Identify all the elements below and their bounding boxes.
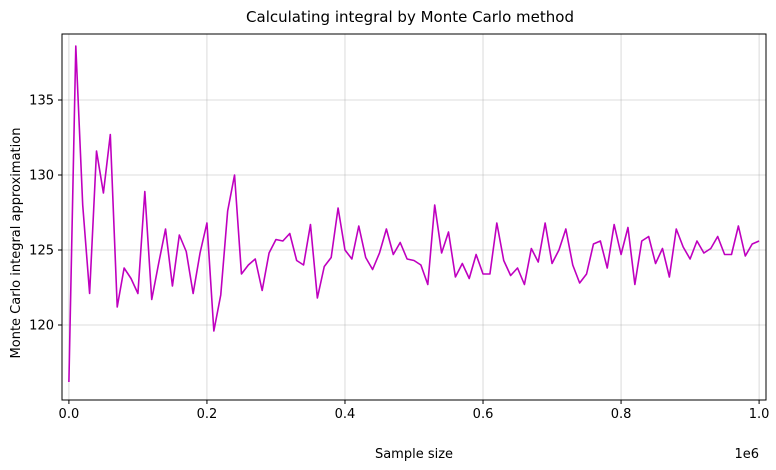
x-tick-label: 1.0: [749, 407, 770, 422]
y-tick-label: 130: [29, 169, 54, 184]
x-tick-label: 0.8: [611, 407, 632, 422]
x-tick-label: 0.6: [473, 407, 494, 422]
series-line: [68, 45, 760, 383]
chart-title: Calculating integral by Monte Carlo meth…: [246, 8, 574, 26]
plot-frame: [61, 33, 767, 401]
x-axis-label: Sample size: [375, 447, 453, 462]
y-tick-label: 120: [29, 319, 54, 334]
y-tick-label: 125: [29, 244, 54, 259]
y-axis-label: Monte Carlo integral approximation: [9, 128, 24, 359]
y-axis-ticks: 120 125 130 135: [29, 94, 62, 334]
x-tick-label: 0.0: [59, 407, 80, 422]
x-tick-label: 0.4: [335, 407, 356, 422]
x-axis-ticks: 0.0 0.2 0.4 0.6 0.8 1.0: [59, 400, 770, 422]
series-layer: [68, 45, 760, 383]
y-tick-label: 135: [29, 94, 54, 109]
x-tick-label: 0.2: [197, 407, 218, 422]
x-axis-offset-label: 1e6: [734, 447, 759, 462]
grid-lines: [62, 34, 766, 400]
